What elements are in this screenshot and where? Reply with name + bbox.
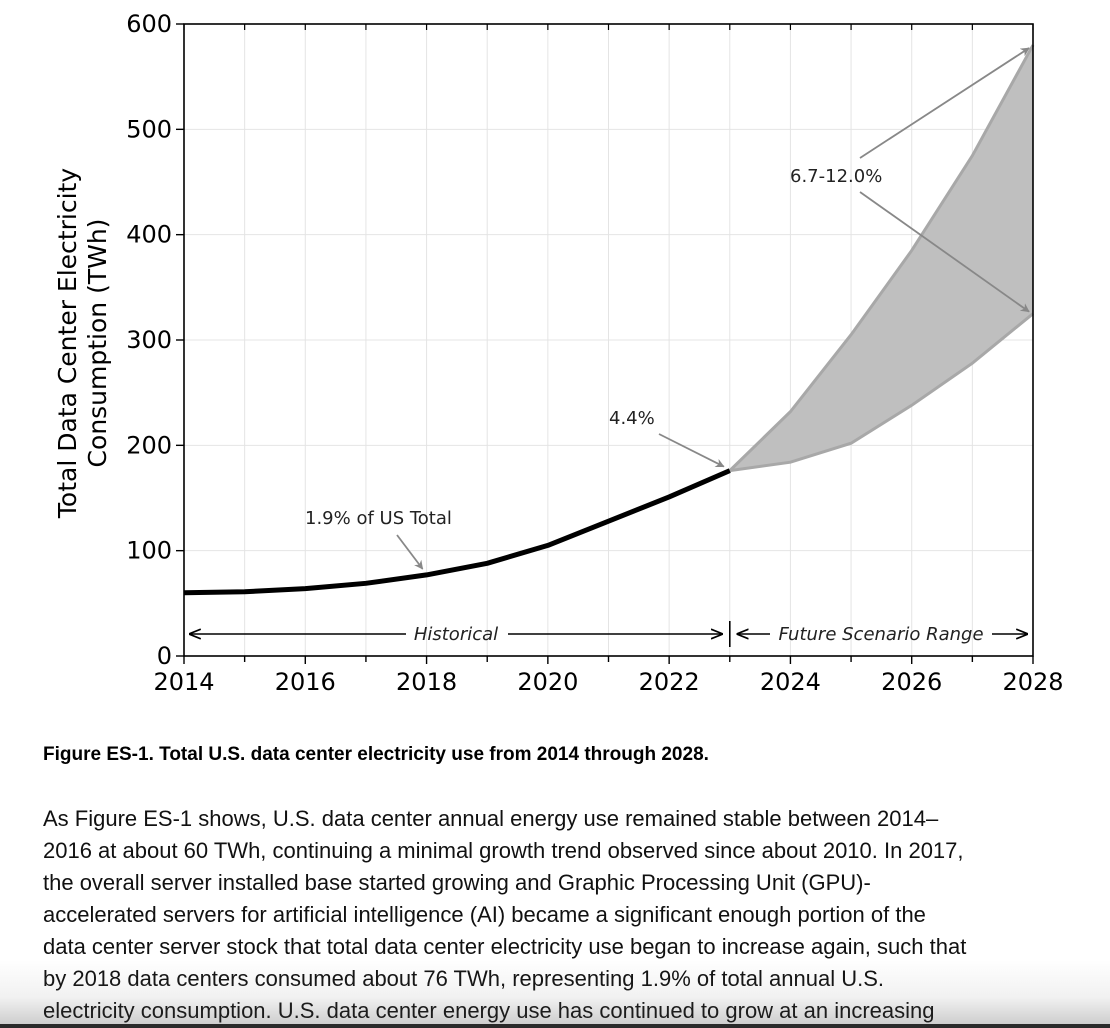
body-line: by 2018 data centers consumed about 76 T… bbox=[43, 966, 885, 991]
body-line: data center server stock that total data… bbox=[43, 934, 967, 959]
x-tick-label: 2014 bbox=[153, 668, 214, 696]
body-line: the overall server installed base starte… bbox=[43, 870, 871, 895]
annotation-range: 6.7-12.0% bbox=[790, 166, 882, 187]
figure-caption: Figure ES-1. Total U.S. data center elec… bbox=[43, 744, 709, 765]
scenario-lower-line bbox=[729, 312, 1034, 473]
future-label: Future Scenario Range bbox=[778, 624, 983, 645]
x-tick-label: 2022 bbox=[639, 668, 700, 696]
annotation-4-4: 4.4% bbox=[609, 408, 655, 429]
x-tick-label: 2016 bbox=[275, 668, 336, 696]
scenario-upper-line bbox=[728, 44, 1035, 472]
y-tick-label: 0 bbox=[157, 642, 172, 670]
scenario-range-band bbox=[729, 45, 1033, 471]
y-tick-label: 300 bbox=[126, 326, 172, 354]
historical-series-line bbox=[183, 468, 731, 596]
annotation-us-total: 1.9% of US Total bbox=[305, 508, 452, 529]
x-tick-label: 2028 bbox=[1002, 668, 1063, 696]
bottom-edge bbox=[0, 1024, 1110, 1028]
body-line: accelerated servers for artificial intel… bbox=[43, 902, 926, 927]
x-tick-label: 2026 bbox=[881, 668, 942, 696]
body-line: electricity consumption. U.S. data cente… bbox=[43, 998, 935, 1023]
body-line: As Figure ES-1 shows, U.S. data center a… bbox=[43, 806, 939, 831]
body-paragraph: As Figure ES-1 shows, U.S. data center a… bbox=[43, 803, 1093, 1027]
y-axis-label: Consumption (TWh) bbox=[83, 219, 112, 468]
chart-figure: 2014 2016 2018 2020 2022 2024 2026 2028 0 100 200 3… bbox=[53, 10, 1064, 696]
y-axis-label: Total Data Center Electricity bbox=[53, 168, 82, 519]
annotation-arrow bbox=[396, 534, 424, 570]
y-tick-label: 100 bbox=[126, 537, 172, 565]
x-tick-label: 2018 bbox=[396, 668, 457, 696]
x-tick-label: 2024 bbox=[760, 668, 821, 696]
annotation-arrow bbox=[859, 191, 1030, 313]
y-tick-label: 400 bbox=[126, 221, 172, 249]
chart-svg: 2014 2016 2018 2020 2022 2024 2026 2028 0 100 200 3… bbox=[53, 10, 1064, 696]
y-tick-label: 500 bbox=[126, 115, 172, 143]
body-line: 2016 at about 60 TWh, continuing a minim… bbox=[43, 838, 964, 863]
historical-label: Historical bbox=[414, 624, 498, 645]
y-tick-label: 200 bbox=[126, 431, 172, 459]
x-tick-label: 2020 bbox=[517, 668, 578, 696]
y-tick-label: 600 bbox=[126, 10, 172, 38]
annotation-arrow bbox=[859, 47, 1030, 159]
annotation-arrow bbox=[658, 433, 725, 468]
